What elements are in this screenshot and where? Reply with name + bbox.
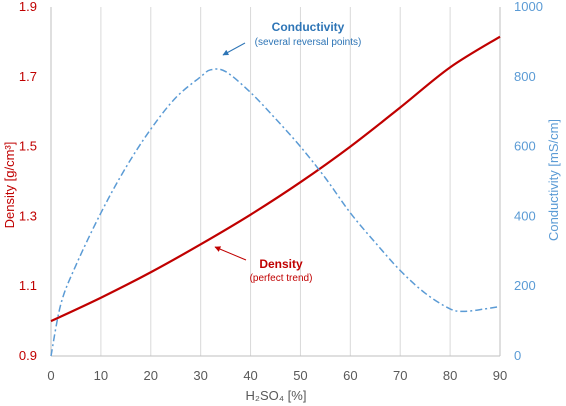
density-annotation-arrow: [214, 246, 247, 261]
y-right-tick-label: 1000: [514, 0, 543, 14]
y-left-axis-title: Density [g/cm³]: [2, 142, 17, 229]
x-tick-label: 30: [193, 368, 207, 383]
y-right-tick-label: 600: [514, 139, 536, 154]
x-tick-label: 80: [443, 368, 457, 383]
density-annotation-subtitle: (perfect trend): [250, 273, 313, 284]
density-annotation-title: Density: [259, 257, 303, 271]
y-right-tick-label: 200: [514, 278, 536, 293]
conductivity-annotation-title: Conductivity: [272, 20, 345, 34]
y-right-axis-title: Conductivity [mS/cm]: [546, 119, 561, 241]
y-right-tick-label: 800: [514, 69, 536, 84]
x-tick-label: 40: [243, 368, 257, 383]
axes: [50, 7, 501, 357]
y-right-tick-labels: 0 200 400 600 800 1000: [514, 0, 543, 363]
y-right-tick-label: 400: [514, 208, 536, 223]
x-tick-label: 60: [343, 368, 357, 383]
series-line-conductivity: [50, 68, 501, 357]
x-tick-label: 90: [493, 368, 507, 383]
series-line-density: [50, 35, 501, 323]
x-tick-label: 20: [144, 368, 158, 383]
y-left-tick-label: 1.1: [19, 278, 37, 293]
y-left-tick-label: 1.3: [19, 208, 37, 223]
x-tick-label: 0: [47, 368, 54, 383]
x-tick-label: 50: [293, 368, 307, 383]
x-tick-label: 10: [94, 368, 108, 383]
x-tick-labels: 0 10 20 30 40 50 60 70 80 90: [47, 368, 507, 383]
conductivity-annotation-subtitle: (several reversal points): [255, 37, 362, 48]
y-right-tick-label: 0: [514, 348, 521, 363]
x-tick-label: 70: [393, 368, 407, 383]
y-left-tick-label: 1.9: [19, 0, 37, 14]
y-left-tick-label: 1.5: [19, 139, 37, 154]
grid-lines: [100, 7, 451, 356]
series-lines: [50, 35, 501, 357]
annotations: Conductivity (several reversal points) Den…: [214, 20, 362, 284]
x-axis-title: H₂SO₄ [%]: [246, 388, 307, 403]
y-left-tick-labels: 0.9 1.1 1.3 1.5 1.7 1.9: [19, 0, 37, 363]
conductivity-annotation-arrow: [222, 42, 246, 56]
y-left-tick-label: 1.7: [19, 69, 37, 84]
y-left-tick-label: 0.9: [19, 348, 37, 363]
